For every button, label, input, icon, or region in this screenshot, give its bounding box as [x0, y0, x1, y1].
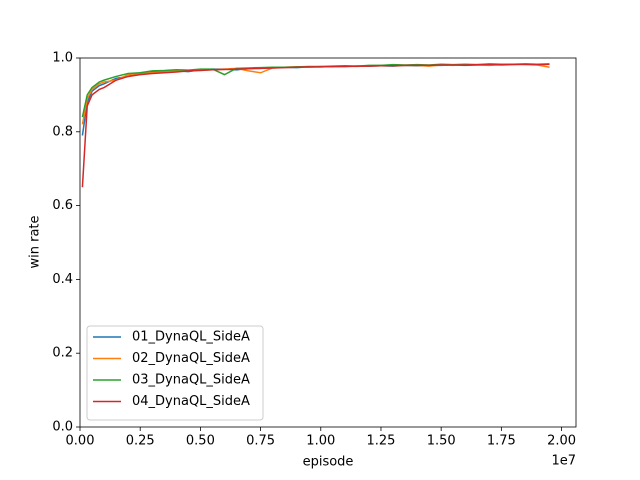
x-tick-label: 0.75 — [246, 434, 275, 449]
x-tick-label: 1.25 — [366, 434, 395, 449]
x-tick-label: 0.00 — [66, 434, 95, 449]
series-line — [81, 63, 550, 136]
x-tick-label: 1.00 — [306, 434, 335, 449]
y-tick-label: 0.6 — [52, 198, 73, 213]
y-tick-label: 0.4 — [52, 272, 73, 287]
x-tick-label: 0.50 — [186, 434, 215, 449]
y-tick-label: 0.0 — [52, 420, 73, 435]
y-axis-label: win rate — [28, 215, 43, 268]
x-axis-label: episode — [303, 455, 354, 470]
legend-label: 03_DynaQL_SideA — [132, 373, 250, 388]
plot-area — [81, 63, 550, 188]
y-tick-label: 1.0 — [52, 51, 73, 66]
x-tick-label: 2.00 — [547, 434, 576, 449]
axes-frame — [79, 57, 577, 428]
x-tick-label: 0.25 — [126, 434, 155, 449]
legend-box — [86, 325, 264, 421]
legend-label: 04_DynaQL_SideA — [132, 394, 250, 409]
x-offset-label: 1e7 — [551, 454, 576, 469]
legend-label: 01_DynaQL_SideA — [132, 330, 250, 345]
x-tick-label: 1.50 — [427, 434, 456, 449]
y-tick-label: 0.8 — [52, 124, 73, 139]
legend: 01_DynaQL_SideA 02_DynaQL_SideA 03_DynaQL_… — [86, 325, 264, 421]
y-tick-label: 0.2 — [52, 346, 73, 361]
x-tick-label: 1.75 — [487, 434, 516, 449]
legend-label: 02_DynaQL_SideA — [132, 351, 250, 366]
series-line — [81, 63, 550, 188]
